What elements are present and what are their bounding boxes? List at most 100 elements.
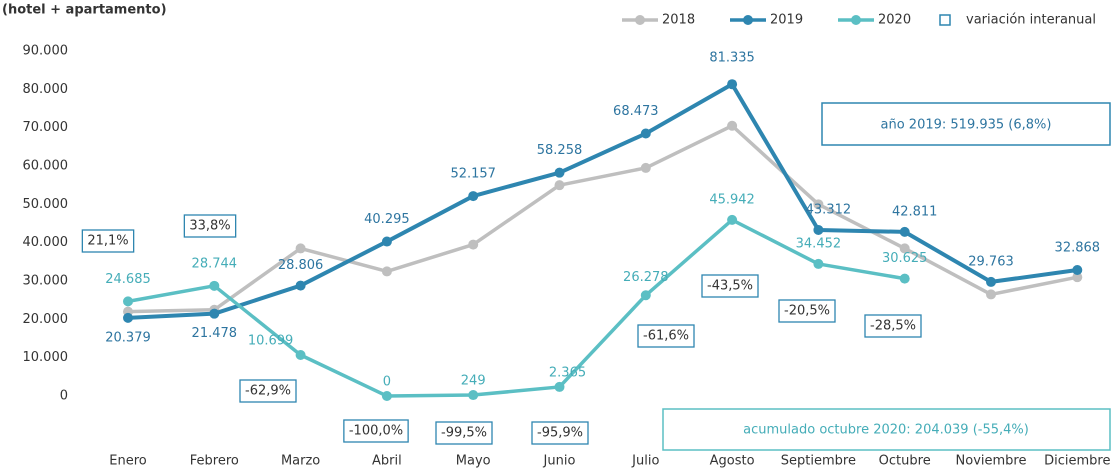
data-label: 58.258	[537, 143, 583, 158]
point	[813, 199, 824, 210]
variation-box	[778, 299, 836, 323]
data-label: 21.478	[192, 326, 238, 341]
annotation: acumulado octubre 2020: 204.039 (-55,4%)	[743, 423, 1029, 438]
point	[986, 276, 996, 287]
data-label: 81.335	[709, 51, 755, 66]
variation-box	[701, 274, 759, 298]
x-tick-label: Mayo	[456, 454, 491, 468]
point	[468, 390, 479, 401]
variation-box	[435, 421, 493, 445]
variation-label: -62,9%	[245, 384, 291, 399]
data-label: 249	[461, 374, 486, 389]
series-line	[127, 218, 905, 398]
data-label: 2.365	[549, 365, 586, 380]
point	[899, 243, 910, 254]
y-tick-label: 20.000	[23, 312, 69, 327]
variation-label: -99,5%	[441, 426, 487, 441]
chart-title: (hotel + apartamento)	[2, 3, 167, 18]
x-tick-label: Diciembre	[1044, 454, 1110, 468]
point	[123, 296, 133, 307]
x-tick-label: Abril	[372, 454, 402, 468]
variation-label: -100,0%	[349, 424, 403, 439]
y-tick-label: 30.000	[23, 274, 69, 289]
legend-label: 2018	[662, 13, 695, 28]
point	[1072, 272, 1083, 283]
y-tick-label: 50.000	[23, 197, 69, 212]
point	[295, 280, 306, 291]
legend-marker	[743, 15, 753, 25]
point	[295, 243, 306, 254]
variation-label: -28,5%	[870, 319, 916, 334]
y-tick-label: 0	[60, 389, 68, 404]
data-label: 32.868	[1055, 241, 1101, 256]
y-tick-label: 10.000	[23, 350, 69, 365]
data-label: 28.806	[278, 258, 324, 273]
point	[209, 308, 220, 319]
annotation-box	[662, 408, 1111, 451]
data-label: 24.685	[105, 272, 151, 287]
point	[813, 258, 824, 269]
y-tick-label: 90.000	[23, 44, 69, 59]
point	[381, 266, 392, 277]
point	[468, 239, 479, 250]
point	[899, 226, 910, 237]
point	[986, 289, 996, 300]
x-tick-label: Enero	[109, 454, 147, 468]
data-label: 52.157	[450, 167, 496, 182]
data-label: 20.379	[105, 330, 151, 345]
data-label: 0	[383, 375, 391, 390]
y-tick-label: 80.000	[23, 82, 69, 97]
point	[640, 128, 651, 139]
point	[295, 349, 306, 360]
x-tick-label: Marzo	[281, 454, 320, 468]
point	[554, 180, 565, 191]
point	[640, 162, 651, 173]
data-label: 10.699	[248, 333, 294, 348]
annotation: año 2019: 519.935 (6,8%)	[881, 118, 1052, 133]
data-label: 42.811	[892, 204, 938, 219]
variation-box	[81, 229, 135, 253]
legend-label: variación interanual	[966, 13, 1096, 28]
legend-marker	[939, 14, 951, 26]
point	[1072, 265, 1083, 276]
data-label: 40.295	[364, 212, 410, 227]
data-label: 30.625	[882, 251, 928, 266]
point	[727, 120, 738, 131]
x-tick-label: Febrero	[190, 454, 239, 468]
variation-label: -61,6%	[643, 329, 689, 344]
variation-box	[531, 421, 589, 445]
y-tick-label: 70.000	[23, 120, 69, 135]
variation-box	[239, 379, 297, 403]
variation-label: -20,5%	[784, 304, 830, 319]
legend-label: 2020	[878, 13, 911, 28]
legend-label: 2019	[770, 13, 803, 28]
annotation-box	[821, 102, 1111, 146]
point	[468, 191, 479, 202]
x-tick-label: Octubre	[879, 454, 931, 468]
series-line	[127, 124, 1078, 314]
series-line	[127, 82, 1078, 320]
x-tick-label: Septiembre	[781, 454, 856, 468]
variation-box	[183, 214, 237, 238]
data-label: 28.744	[192, 256, 238, 271]
legend-marker	[851, 15, 861, 25]
point	[640, 290, 651, 301]
point	[727, 214, 738, 225]
x-tick-label: Agosto	[710, 454, 755, 468]
point	[123, 312, 133, 323]
point	[554, 167, 565, 178]
data-label: 29.763	[968, 254, 1014, 269]
legend-marker	[635, 15, 645, 25]
variation-label: 33,8%	[189, 219, 230, 234]
y-tick-label: 40.000	[23, 235, 69, 250]
x-tick-label: Junio	[543, 454, 576, 468]
variation-label: -43,5%	[707, 279, 753, 294]
data-label: 34.452	[796, 236, 842, 251]
variation-label: -95,9%	[537, 426, 583, 441]
variation-label: 21,1%	[87, 234, 128, 249]
point	[554, 381, 565, 392]
variation-box	[343, 419, 409, 443]
y-tick-label: 60.000	[23, 159, 69, 174]
data-label: 45.942	[709, 192, 755, 207]
